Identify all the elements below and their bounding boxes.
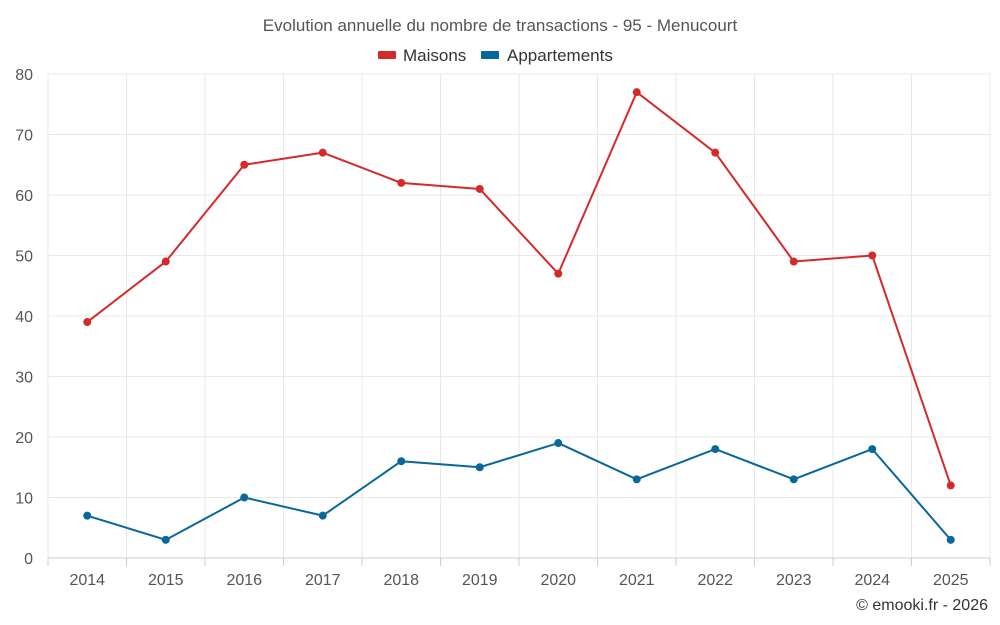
data-point-maisons-2025[interactable] [946, 481, 955, 490]
data-point-maisons-2022[interactable] [711, 148, 720, 157]
legend-swatch-maisons [378, 51, 396, 59]
y-tick-label: 0 [24, 551, 33, 568]
x-tick-label: 2019 [462, 572, 498, 589]
x-tick-label: 2022 [697, 572, 733, 589]
data-point-maisons-2016[interactable] [240, 160, 249, 169]
x-axis: 2014 2015 2016 2017 2018 2019 2020 2021 2022 2023… [47, 557, 991, 589]
plot-area [83, 88, 955, 544]
series-maisons [83, 88, 955, 490]
legend-item-maisons[interactable]: Maisons [378, 46, 466, 65]
y-tick-label: 40 [15, 309, 33, 326]
data-point-appartements-2017[interactable] [318, 511, 327, 520]
series-line-maisons [86, 91, 952, 486]
y-tick-label: 10 [15, 491, 33, 508]
x-tick-label: 2014 [69, 572, 105, 589]
y-tick-label: 20 [15, 430, 33, 447]
data-point-maisons-2020[interactable] [554, 269, 563, 278]
series-appartements [83, 439, 955, 544]
data-point-appartements-2019[interactable] [475, 463, 484, 472]
y-tick-label: 50 [15, 249, 33, 266]
x-tick-label: 2017 [305, 572, 341, 589]
data-point-maisons-2014[interactable] [83, 318, 92, 327]
credit-text: © emooki.fr - 2026 [856, 597, 988, 614]
data-point-appartements-2024[interactable] [868, 445, 877, 454]
data-point-maisons-2023[interactable] [789, 257, 798, 266]
legend-label-appartements: Appartements [507, 46, 613, 65]
x-tick-label: 2024 [854, 572, 890, 589]
chart-title: Evolution annuelle du nombre de transact… [263, 16, 738, 35]
legend-item-appartements[interactable]: Appartements [481, 46, 613, 65]
x-tick-label: 2020 [540, 572, 576, 589]
data-point-appartements-2018[interactable] [397, 457, 406, 466]
x-tick-label: 2021 [619, 572, 655, 589]
data-point-maisons-2019[interactable] [475, 184, 484, 193]
data-point-appartements-2014[interactable] [83, 511, 92, 520]
y-axis: 0 10 20 30 40 50 60 70 80 [15, 67, 33, 568]
data-point-maisons-2015[interactable] [161, 257, 170, 266]
data-point-maisons-2024[interactable] [868, 251, 877, 260]
y-tick-label: 30 [15, 370, 33, 387]
y-tick-label: 60 [15, 188, 33, 205]
x-tick-label: 2016 [226, 572, 262, 589]
x-tick-label: 2018 [383, 572, 419, 589]
data-point-maisons-2017[interactable] [318, 148, 327, 157]
x-tick-label: 2015 [148, 572, 184, 589]
legend-label-maisons: Maisons [403, 46, 466, 65]
data-point-appartements-2021[interactable] [632, 475, 641, 484]
x-tick-label: 2025 [933, 572, 969, 589]
data-point-appartements-2023[interactable] [789, 475, 798, 484]
data-point-appartements-2020[interactable] [554, 439, 563, 448]
y-tick-label: 80 [15, 67, 33, 84]
data-point-appartements-2016[interactable] [240, 493, 249, 502]
data-point-appartements-2022[interactable] [711, 445, 720, 454]
data-point-appartements-2015[interactable] [161, 535, 170, 544]
data-point-maisons-2018[interactable] [397, 178, 406, 187]
data-point-appartements-2025[interactable] [946, 535, 955, 544]
legend-swatch-appartements [481, 51, 499, 59]
series-line-appartements [86, 442, 952, 541]
x-tick-label: 2023 [776, 572, 812, 589]
y-tick-label: 70 [15, 128, 33, 145]
grid [47, 73, 991, 558]
data-point-maisons-2021[interactable] [632, 88, 641, 97]
legend: Maisons Appartements [378, 46, 613, 65]
